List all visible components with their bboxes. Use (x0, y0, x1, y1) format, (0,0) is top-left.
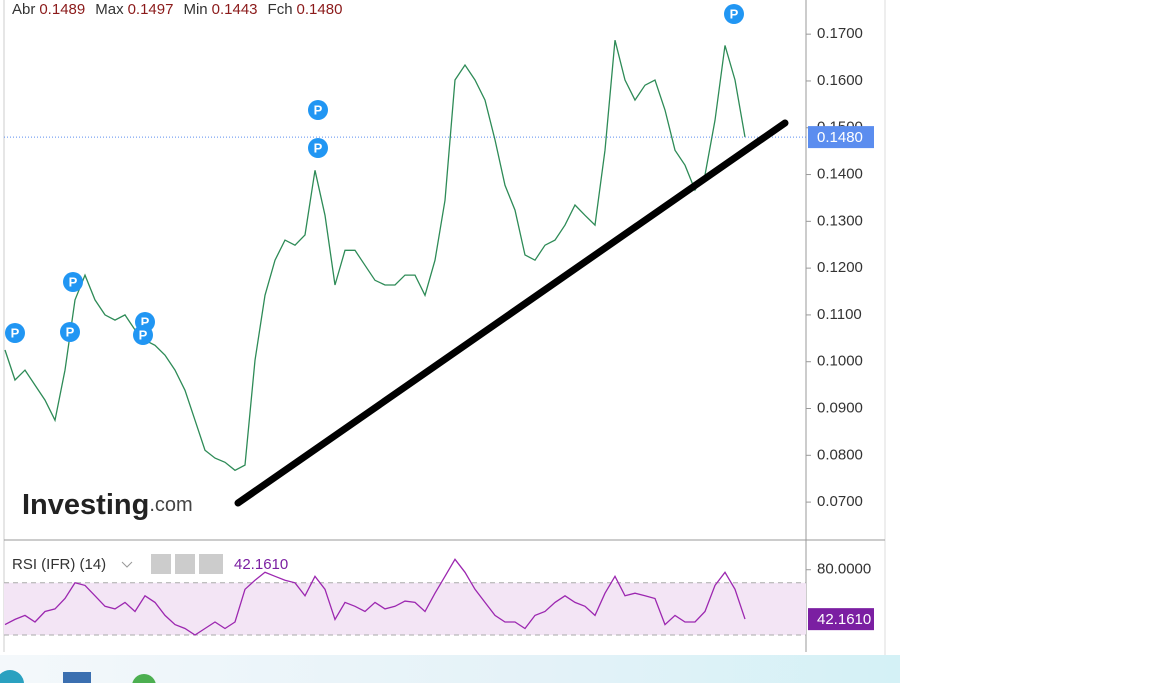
annotation-marker (133, 325, 153, 345)
y-tick-label: 0.1000 (817, 353, 863, 370)
taskbar-icon[interactable] (63, 672, 91, 683)
ohlc-item: Fch 0.1480 (268, 1, 343, 18)
y-tick-label: 0.1200 (817, 259, 863, 276)
annotation-label: P (66, 324, 75, 339)
y-tick-label: 0.0700 (817, 493, 863, 510)
ohlc-name: Fch (267, 1, 293, 18)
rsi-band (4, 582, 806, 636)
last-value-box (808, 126, 874, 149)
y-tick-label: 0.1400 (817, 166, 863, 183)
settings-icon[interactable] (175, 554, 195, 574)
ohlc-name: Min (183, 1, 208, 18)
annotation-label: P (141, 314, 150, 329)
annotation-label: P (69, 274, 78, 289)
annotation-label: P (730, 6, 739, 21)
annotation-label: P (314, 140, 323, 155)
ohlc-name: Abr (12, 1, 36, 18)
dropdown-icon[interactable] (121, 561, 133, 568)
last-value-box (808, 608, 874, 631)
y-tick-label: 0.0900 (817, 399, 863, 416)
y-tick-label: 0.1100 (817, 306, 862, 323)
ohlc-item: Min 0.1443 (183, 1, 257, 18)
annotation-marker (308, 138, 328, 158)
indicator-title: RSI (IFR) (14) (12, 556, 106, 573)
trend-line (234, 119, 789, 507)
y-tick-label: 0.1700 (817, 25, 863, 42)
y-tick-label: 80.0000 (817, 561, 871, 578)
last-value-label: 42.1610 (817, 611, 871, 628)
indicator-value: 42.1610 (234, 556, 288, 573)
annotation-label: P (139, 327, 148, 342)
taskbar-icon[interactable] (0, 670, 24, 683)
watermark-name: Investing (22, 489, 149, 521)
visibility-icon[interactable] (151, 554, 171, 574)
close-icon[interactable] (199, 554, 223, 574)
annotation-marker (60, 322, 80, 342)
y-tick-label: 0.1600 (817, 72, 863, 89)
annotation-label: P (314, 102, 323, 117)
annotation-marker (5, 323, 25, 343)
ohlc-value: 0.1443 (211, 1, 258, 18)
ohlc-header: Abr 0.1489 Max 0.1497 Min 0.1443 Fch 0.1480 (12, 1, 342, 18)
ohlc-value: 0.1480 (296, 1, 343, 18)
annotation-label: P (11, 325, 20, 340)
ohlc-value: 0.1489 (39, 1, 86, 18)
frame (0, 0, 900, 683)
watermark: Investing.com (22, 489, 193, 521)
y-tick-label: 0.0800 (817, 446, 863, 463)
data-line (4, 40, 746, 472)
annotation-marker (308, 100, 328, 120)
rsi-controls (121, 554, 223, 574)
data-line (4, 558, 746, 636)
annotation-marker (724, 4, 744, 24)
taskbar-icon[interactable] (132, 674, 156, 683)
ohlc-name: Max (95, 1, 124, 18)
ohlc-item: Max 0.1497 (95, 1, 173, 18)
y-tick-label: 0.1300 (817, 212, 863, 229)
annotation-marker (63, 272, 83, 292)
watermark-suffix: .com (149, 494, 192, 516)
last-value-label: 0.1480 (817, 129, 863, 146)
ohlc-value: 0.1497 (127, 1, 174, 18)
ohlc-item: Abr 0.1489 (12, 1, 85, 18)
